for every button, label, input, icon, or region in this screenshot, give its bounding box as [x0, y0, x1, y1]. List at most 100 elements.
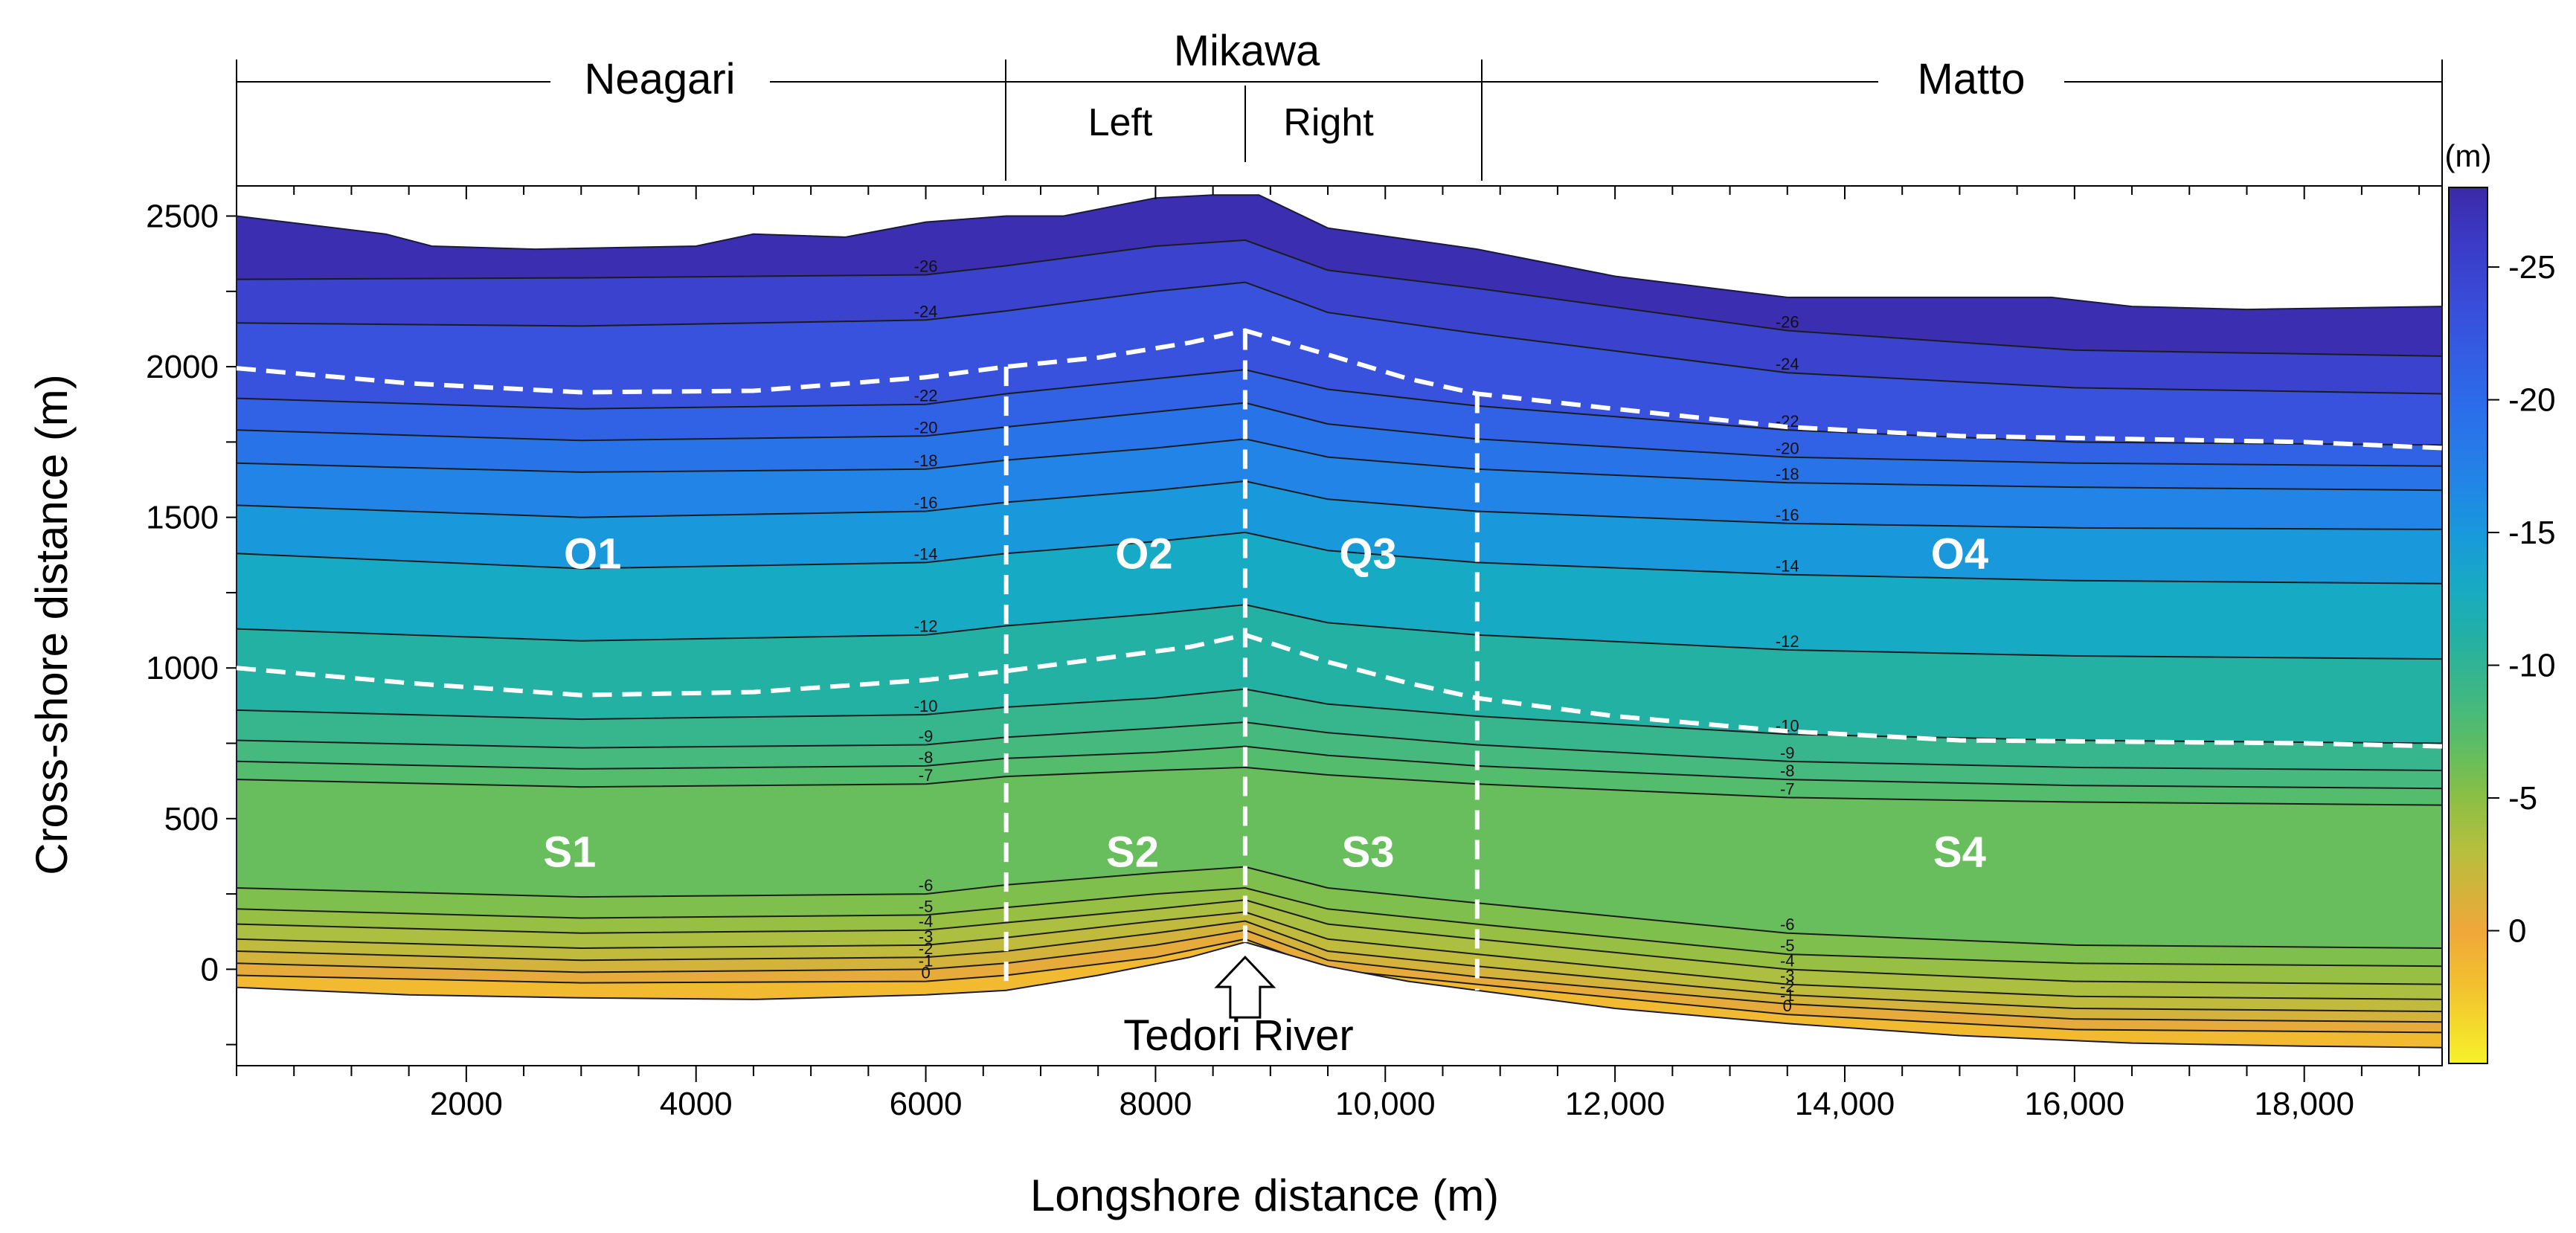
- y-axis-label: Cross-shore distance (m): [27, 374, 77, 875]
- colorbar-tick-label: -10: [2508, 648, 2556, 684]
- contour-label--1: -1: [1780, 986, 1795, 1005]
- y-tick-label: 1500: [146, 500, 219, 536]
- contour-label-0: 0: [921, 964, 930, 982]
- colorbar-ticks: 0 -5 -10 -15 -20 -25: [2487, 249, 2556, 950]
- contour-label--18: -18: [914, 451, 938, 470]
- contour-label--20: -20: [1776, 440, 1799, 458]
- zone-header: Neagari Mikawa Left Right Matto: [236, 21, 2443, 186]
- y-tick-label: 0: [201, 951, 219, 988]
- zone-label-matto: Matto: [1917, 55, 2025, 103]
- contour-line--5: [237, 886, 2442, 968]
- region-label-s2: S2: [1106, 828, 1159, 876]
- zone-label-mikawa: Mikawa: [1174, 27, 1320, 75]
- contour-label--22: -22: [914, 387, 938, 405]
- zone-label-mikawa-left: Left: [1088, 101, 1153, 144]
- contour-label--14: -14: [1776, 557, 1799, 576]
- plot-area: -26-26-24-24-22-22-20-20-18-18-16-16-14-…: [236, 185, 2443, 1066]
- contour-label--5: -5: [1780, 936, 1795, 955]
- contour-label--6: -6: [919, 876, 934, 895]
- colorbar-ramp: [2448, 187, 2488, 1064]
- zone-label-neagari: Neagari: [584, 55, 735, 103]
- y-axis: 0 500 1000 1500 2000 2500: [146, 199, 237, 1046]
- contour-lines: [237, 239, 2442, 1034]
- colorbar-tick-label: 0: [2508, 913, 2526, 950]
- y-tick-label: 2500: [146, 199, 219, 235]
- mikawa-label-backing: [1149, 21, 1344, 79]
- contour-label--4: -4: [1780, 951, 1795, 970]
- x-tick-label: 18,000: [2254, 1086, 2354, 1122]
- contour-labels: -26-26-24-24-22-22-20-20-18-18-16-16-14-…: [914, 257, 1799, 1016]
- region-label-s4: S4: [1933, 828, 1986, 876]
- region-labels: O1 O2 Q3 O4 S1 S2 S3 S4: [543, 529, 1988, 876]
- contour-label--8: -8: [919, 748, 934, 767]
- x-tick-label: 14,000: [1795, 1086, 1895, 1122]
- colorbar-tick-label: -15: [2508, 515, 2556, 551]
- y-tick-label: 500: [164, 801, 219, 837]
- nearshore-boundary-line: [236, 632, 2443, 749]
- y-tick-label: 2000: [146, 349, 219, 385]
- colorbar: (m) 0 -5 -10 -15 -20 -25: [2445, 138, 2556, 1064]
- contour-label--18: -18: [1776, 465, 1799, 483]
- contour-line--14: [237, 531, 2442, 585]
- x-tick-label: 6000: [890, 1086, 963, 1122]
- contour-line--24: [237, 281, 2442, 395]
- contour-label--12: -12: [914, 617, 938, 636]
- contour-label--24: -24: [1776, 355, 1799, 373]
- contour-label--16: -16: [914, 494, 938, 512]
- colorbar-tick-label: -5: [2508, 780, 2537, 817]
- contour-label--24: -24: [914, 302, 938, 321]
- contour-label--2: -2: [919, 939, 934, 958]
- contour-label--20: -20: [914, 418, 938, 437]
- region-label-s1: S1: [543, 828, 596, 876]
- contour-label--6: -6: [1780, 915, 1795, 934]
- contour-label--1: -1: [919, 951, 934, 970]
- x-tick-label: 16,000: [2025, 1086, 2125, 1122]
- contour-label-0: 0: [1783, 997, 1792, 1015]
- contour-line--26: [237, 239, 2442, 357]
- domain-outline: [236, 194, 2443, 1049]
- x-tick-label: 8000: [1119, 1086, 1192, 1122]
- contour-label--8: -8: [1780, 762, 1795, 780]
- x-tick-label: 10,000: [1335, 1086, 1436, 1122]
- contour-label--10: -10: [914, 697, 938, 715]
- x-tick-label: 12,000: [1565, 1086, 1666, 1122]
- contour-label--26: -26: [1776, 312, 1799, 331]
- color-bands: [237, 195, 2442, 1048]
- region-label-o1: O1: [564, 529, 621, 578]
- contour-line--7: [237, 766, 2442, 806]
- contour-label--12: -12: [1776, 632, 1799, 651]
- contour-label--5: -5: [919, 897, 934, 915]
- contour-label--3: -3: [1780, 967, 1795, 985]
- contour-label--3: -3: [919, 927, 934, 946]
- river-annotation: Tedori River: [1123, 955, 1354, 1060]
- contour-label--7: -7: [1780, 779, 1795, 798]
- y-tick-label: 1000: [146, 650, 219, 686]
- contour-label--4: -4: [919, 912, 934, 931]
- x-tick-label: 2000: [430, 1086, 503, 1122]
- contour-label--2: -2: [1780, 977, 1795, 996]
- contour-label--26: -26: [914, 257, 938, 276]
- colorbar-tick-label: -20: [2508, 382, 2556, 419]
- x-axis-label: Longshore distance (m): [1030, 1171, 1499, 1220]
- colorbar-tick-label: -25: [2508, 249, 2556, 286]
- contour-label--9: -9: [919, 727, 934, 746]
- x-tick-label: 4000: [660, 1086, 733, 1122]
- contour-label--14: -14: [914, 544, 938, 563]
- contour-label--9: -9: [1780, 744, 1795, 762]
- contour-label--16: -16: [1776, 506, 1799, 524]
- x-axis: 2000 4000 6000 8000 10,000 12,000 14,000 16,000…: [236, 186, 2442, 1122]
- contour-label--7: -7: [919, 766, 934, 785]
- region-label-q3: Q3: [1339, 529, 1396, 578]
- river-label: Tedori River: [1123, 1011, 1353, 1060]
- contour-line--2: [237, 920, 2442, 1013]
- colorbar-unit: (m): [2445, 138, 2492, 173]
- region-label-o4: O4: [1931, 529, 1988, 578]
- offshore-boundary-line: [236, 328, 2443, 451]
- region-label-s3: S3: [1342, 828, 1395, 876]
- contour-line--8: [237, 745, 2442, 790]
- boundary-lines: [236, 328, 2443, 991]
- river-arrow-icon: [1214, 955, 1276, 1019]
- region-label-o2: O2: [1115, 529, 1172, 578]
- zone-label-mikawa-right: Right: [1283, 101, 1374, 144]
